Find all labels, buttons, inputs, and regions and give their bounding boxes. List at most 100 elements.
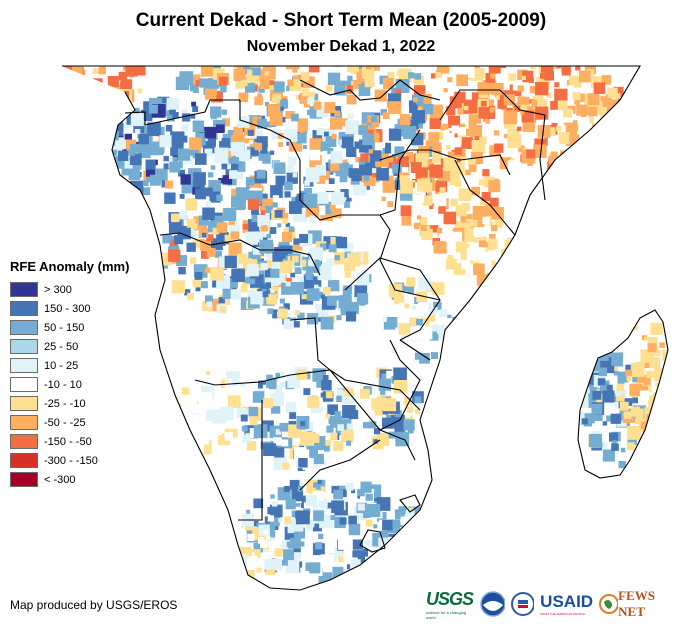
raster-cell	[283, 486, 290, 492]
raster-cell	[241, 394, 255, 407]
raster-cell	[186, 242, 196, 252]
raster-cell	[641, 359, 651, 368]
raster-cell	[455, 241, 467, 253]
raster-cell	[399, 114, 411, 125]
raster-cell	[346, 482, 354, 491]
raster-cell	[396, 535, 405, 543]
raster-cell	[579, 101, 585, 107]
raster-cell	[257, 69, 268, 80]
raster-cell	[372, 172, 377, 178]
raster-cell	[221, 548, 229, 556]
raster-cell	[417, 178, 431, 192]
raster-cell	[259, 79, 270, 89]
raster-cell	[592, 411, 603, 422]
raster-cell	[489, 107, 495, 113]
usaid-seal-icon	[511, 592, 535, 616]
raster-cell	[440, 318, 452, 330]
raster-cell	[302, 259, 310, 267]
raster-cell	[293, 75, 300, 82]
raster-cell	[270, 404, 281, 414]
raster-cell	[365, 519, 373, 527]
raster-cell	[436, 227, 443, 234]
raster-cell	[163, 163, 170, 170]
raster-cell	[313, 510, 324, 522]
raster-cell	[98, 67, 106, 75]
raster-cell	[360, 153, 369, 162]
raster-cell	[419, 353, 430, 364]
raster-cell	[436, 161, 443, 168]
raster-cell	[178, 266, 186, 275]
raster-cell	[621, 102, 631, 112]
raster-cell	[433, 194, 447, 207]
raster-cell	[603, 380, 610, 386]
raster-cell	[27, 80, 40, 93]
raster-cell	[381, 196, 386, 202]
raster-cell	[258, 380, 266, 389]
raster-cell	[546, 127, 556, 137]
raster-cell	[240, 285, 248, 293]
raster-cell	[92, 89, 104, 101]
raster-cell	[295, 94, 301, 100]
legend-title: RFE Anomaly (mm)	[10, 259, 130, 274]
raster-cell	[273, 62, 278, 65]
raster-cell	[332, 566, 344, 578]
raster-cell	[119, 89, 132, 102]
raster-cell	[372, 66, 380, 71]
raster-cell	[614, 110, 621, 117]
raster-cell	[305, 495, 317, 507]
raster-cell	[429, 203, 435, 210]
raster-cell	[394, 380, 408, 394]
raster-cell	[253, 160, 263, 170]
raster-cell	[286, 277, 292, 284]
raster-cell	[148, 104, 158, 114]
raster-cell	[373, 439, 378, 444]
raster-cell	[218, 177, 224, 184]
raster-cell	[626, 442, 635, 450]
raster-cell	[472, 206, 487, 220]
raster-cell	[323, 287, 331, 295]
raster-cell	[581, 418, 588, 425]
raster-cell	[359, 162, 372, 176]
raster-cell	[382, 112, 390, 119]
raster-cell	[393, 171, 398, 176]
raster-cell	[292, 172, 298, 178]
raster-cell	[315, 164, 327, 176]
raster-cell	[247, 129, 254, 136]
raster-cell	[363, 183, 370, 190]
raster-cell	[587, 106, 598, 117]
legend-label: 10 - 25	[44, 359, 79, 372]
raster-cell	[200, 66, 214, 77]
raster-cell	[394, 423, 405, 434]
raster-cell	[351, 62, 363, 64]
raster-cell	[376, 168, 389, 181]
raster-cell	[349, 191, 356, 198]
raster-cell	[452, 231, 463, 242]
raster-cell	[303, 388, 311, 396]
raster-cell	[294, 267, 302, 274]
raster-cell	[326, 62, 331, 63]
raster-cell	[369, 421, 377, 429]
raster-cell	[206, 301, 213, 307]
raster-cell	[597, 349, 609, 361]
raster-cell	[539, 73, 546, 79]
raster-cell	[413, 97, 418, 103]
raster-cell	[554, 82, 560, 88]
raster-cell	[413, 75, 424, 86]
raster-cell	[652, 407, 659, 414]
raster-cell	[383, 315, 390, 322]
raster-cell	[267, 308, 274, 315]
raster-cell	[146, 177, 151, 183]
raster-cell	[215, 150, 229, 164]
raster-cell	[241, 528, 246, 533]
raster-cell	[344, 201, 351, 208]
raster-cell	[283, 318, 294, 330]
raster-cell	[31, 69, 43, 81]
raster-cell	[508, 73, 516, 81]
raster-cell	[286, 172, 298, 184]
raster-cell	[291, 489, 304, 502]
raster-cell	[274, 209, 283, 218]
raster-cell	[50, 80, 54, 84]
raster-cell	[222, 175, 233, 185]
raster-cell	[280, 539, 291, 549]
raster-cell	[230, 566, 242, 577]
